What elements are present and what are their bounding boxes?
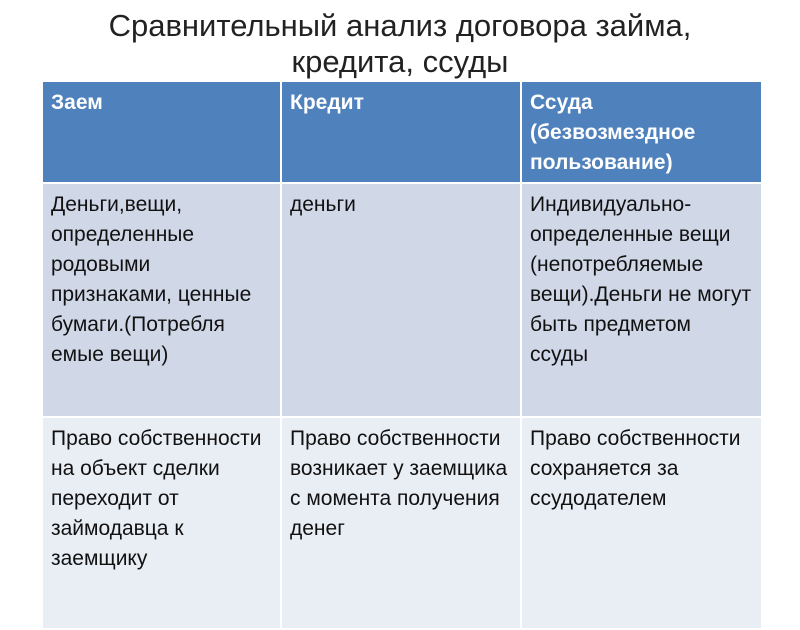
header-ssuda: Ссуда (безвозмездное пользование) (520, 80, 763, 184)
table-row: Право собственности на объект сделки пер… (41, 416, 763, 630)
slide-title: Сравнительный анализ договора займа, кре… (0, 8, 800, 80)
title-line-2: кредита, ссуды (291, 44, 509, 79)
table-cell: Право собственности на объект сделки пер… (41, 416, 282, 630)
header-kredit: Кредит (280, 80, 522, 184)
table-cell: Право собственности возникает у заемщика… (280, 416, 522, 630)
table-cell: Право собственности сохраняется за ссудо… (520, 416, 763, 630)
table-row: Деньги,вещи, определенные родовыми призн… (41, 182, 763, 418)
table-header-row: Заем Кредит Ссуда (безвозмездное пользов… (41, 80, 763, 184)
table-cell: деньги (280, 182, 522, 418)
table-cell: Деньги,вещи, определенные родовыми призн… (41, 182, 282, 418)
header-zaem: Заем (41, 80, 282, 184)
title-line-1: Сравнительный анализ договора займа, (108, 8, 692, 43)
comparison-table: Заем Кредит Ссуда (безвозмездное пользов… (41, 80, 763, 630)
table-cell: Индивидуально-определенные вещи (непотре… (520, 182, 763, 418)
